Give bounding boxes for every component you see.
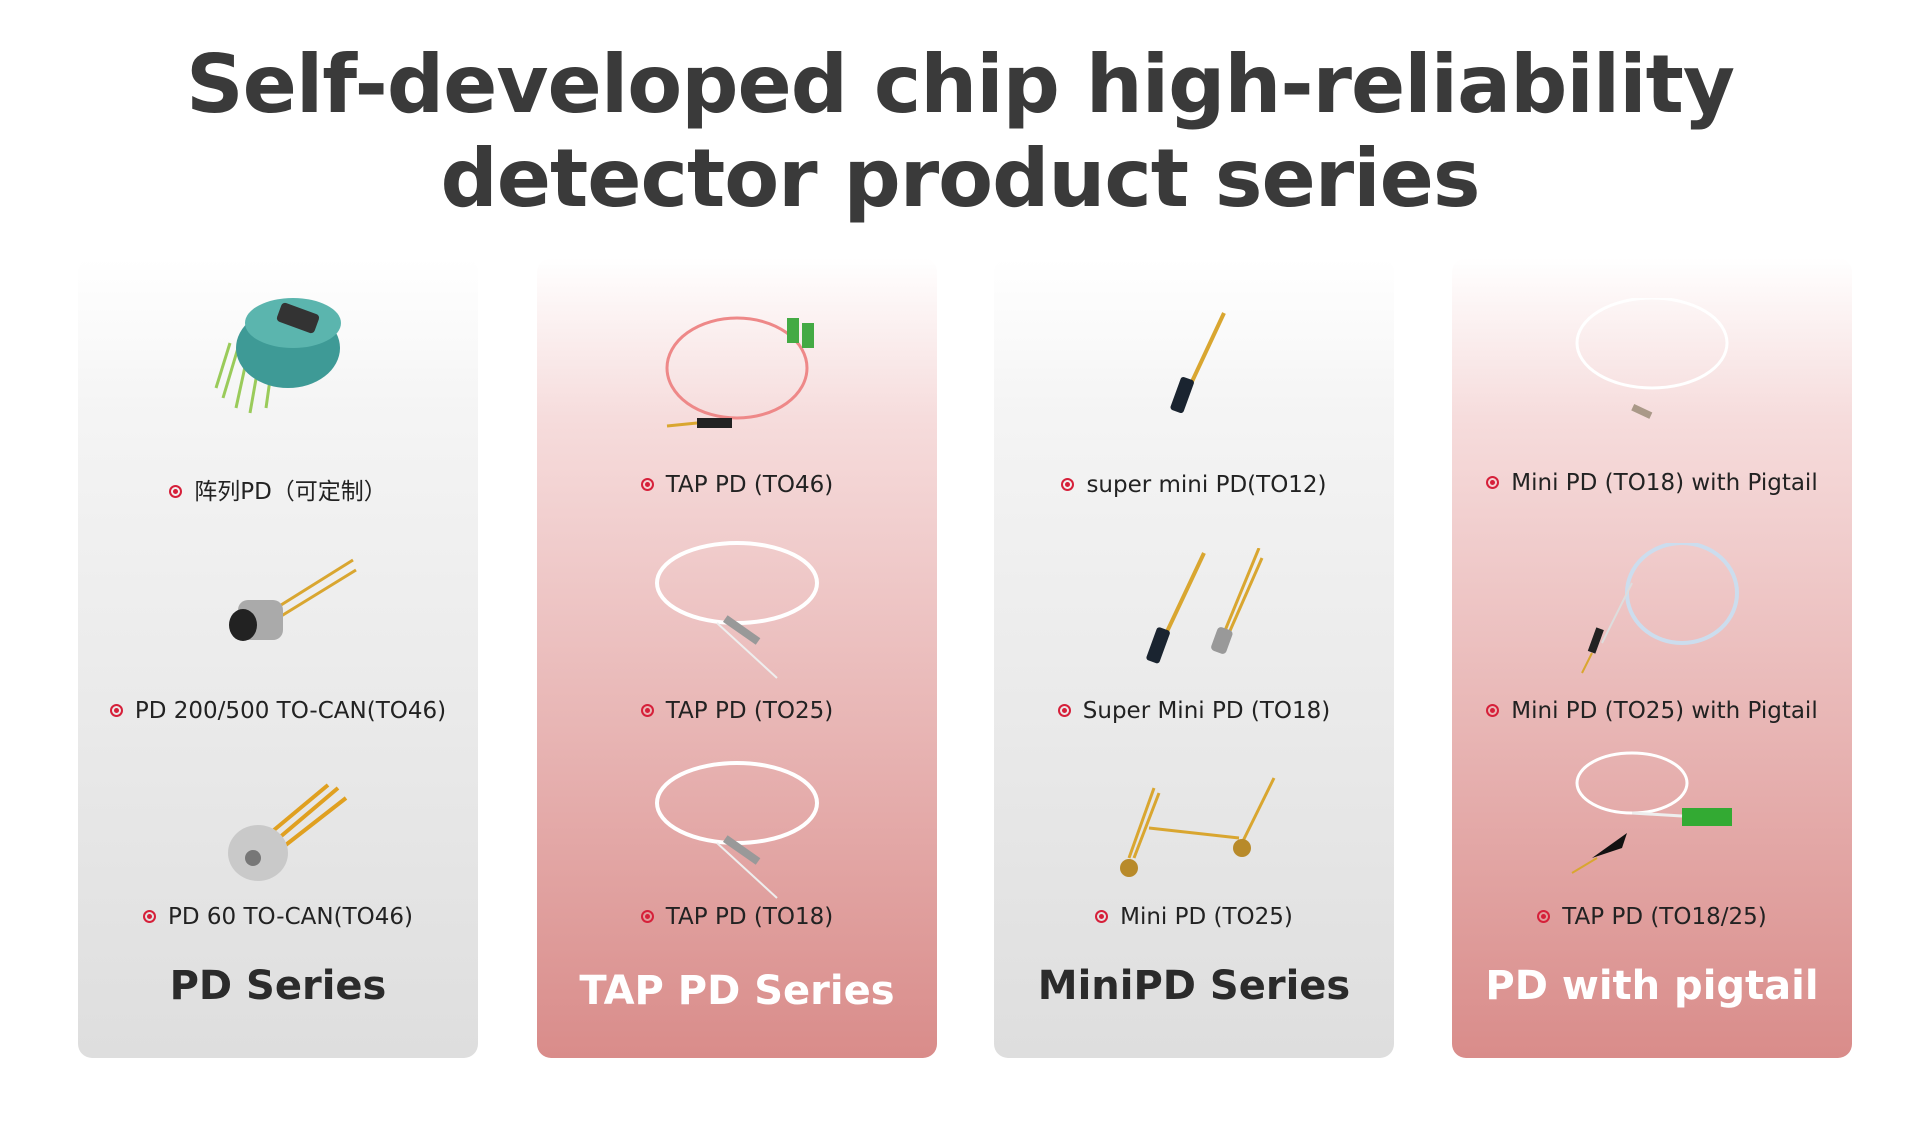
product-item: Mini PD (TO25) (994, 904, 1394, 930)
bullet-icon (169, 485, 183, 498)
array-pd-image (214, 298, 341, 414)
product-label: Super Mini PD (TO18) (1082, 698, 1331, 724)
series-title: PD Series (169, 963, 387, 1009)
bullet-icon (1537, 910, 1551, 923)
bullet-icon (1095, 910, 1109, 923)
bullet-icon (640, 478, 654, 491)
mini-pd-to25-image (1120, 777, 1276, 877)
product-item: 阵列PD（可定制） (78, 472, 478, 506)
bullet-icon (640, 704, 654, 717)
card-minipd-series: super mini PD(TO12) Super Mini PD (TO18)… (994, 258, 1394, 1058)
product-item: Mini PD (TO18) with Pigtail (1452, 470, 1852, 496)
series-title: TAP PD Series (579, 968, 895, 1014)
product-label: TAP PD (TO25) (665, 698, 834, 724)
mini-pd-to25-pigtail-image (1581, 543, 1739, 674)
product-label: 阵列PD（可定制） (194, 479, 387, 505)
card-tap-pd-series: TAP PD (TO46) TAP PD (TO25) TAP PD (TO18… (537, 258, 937, 1058)
super-mini-pd-to18-image (1146, 548, 1264, 664)
page-title: Self-developed chip high-reliability det… (0, 38, 1920, 226)
product-item: TAP PD (TO18) (537, 904, 937, 930)
super-mini-pd-to12-image (1170, 312, 1226, 414)
product-item: Mini PD (TO25) with Pigtail (1452, 698, 1852, 724)
card-pd-with-pigtail: Mini PD (TO18) with Pigtail Mini PD (TO2… (1452, 258, 1852, 1058)
series-title: PD with pigtail (1485, 963, 1819, 1009)
bullet-icon (1061, 478, 1075, 491)
product-label: PD 60 TO-CAN(TO46) (168, 904, 413, 930)
tap-pd-to18-25-image (1571, 751, 1732, 874)
product-label: TAP PD (TO18/25) (1562, 904, 1767, 930)
bullet-icon (1486, 704, 1500, 717)
series-title: MiniPD Series (1037, 963, 1351, 1009)
pd-60-image (228, 783, 348, 881)
product-label: TAP PD (TO18) (665, 904, 834, 930)
product-item: TAP PD (TO46) (537, 472, 937, 498)
bullet-icon (640, 910, 654, 923)
product-item: PD 200/500 TO-CAN(TO46) (78, 698, 478, 724)
bullet-icon (1057, 704, 1071, 717)
product-item: TAP PD (TO18/25) (1452, 904, 1852, 930)
product-item: Super Mini PD (TO18) (994, 698, 1394, 724)
bullet-icon (109, 704, 123, 717)
tap-pd-to46-image (665, 316, 814, 428)
tap-pd-to18-image (655, 761, 819, 899)
product-label: Mini PD (TO25) with Pigtail (1511, 698, 1818, 724)
product-label: super mini PD(TO12) (1086, 472, 1327, 498)
product-item: super mini PD(TO12) (994, 472, 1394, 498)
product-item: PD 60 TO-CAN(TO46) (78, 904, 478, 930)
mini-pd-to18-pigtail-image (1575, 298, 1729, 419)
card-pd-series: 阵列PD（可定制） PD 200/500 TO-CAN(TO46) PD 60 … (78, 258, 478, 1058)
bullet-icon (143, 910, 157, 923)
bullet-icon (1486, 476, 1500, 489)
product-label: Mini PD (TO25) (1120, 904, 1293, 930)
product-label: PD 200/500 TO-CAN(TO46) (134, 698, 447, 724)
pd-200-500-image (229, 558, 357, 641)
product-label: Mini PD (TO18) with Pigtail (1511, 470, 1818, 496)
product-item: TAP PD (TO25) (537, 698, 937, 724)
title-line-2: detector product series (440, 132, 1481, 225)
tap-pd-to25-image (655, 541, 819, 679)
title-line-1: Self-developed chip high-reliability (185, 38, 1735, 131)
product-label: TAP PD (TO46) (665, 472, 834, 498)
